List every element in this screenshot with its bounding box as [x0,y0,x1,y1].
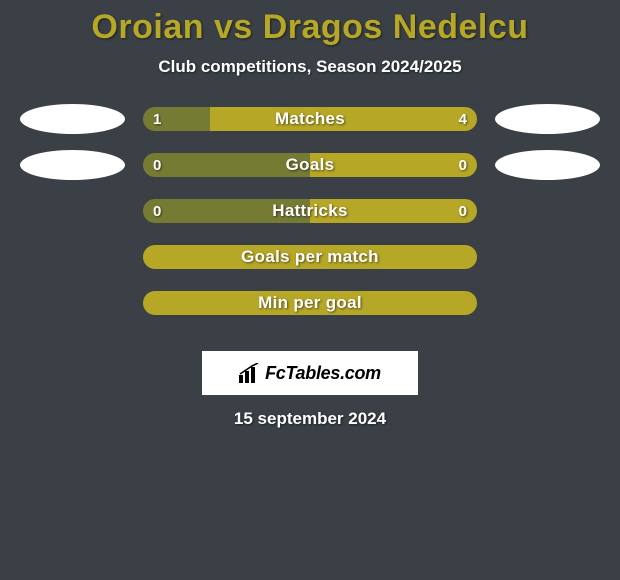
stat-bar: Hattricks0 0 [143,199,477,223]
stat-label: Hattricks [143,199,477,223]
stat-label: Min per goal [143,291,477,315]
stat-value-left: 0 [153,153,161,177]
stat-value-left: 0 [153,199,161,223]
stat-value-right: 4 [459,107,467,131]
left-oval-spacer [20,196,125,226]
fctables-logo[interactable]: FcTables.com [202,351,418,395]
left-oval [20,104,125,134]
infographic-container: Oroian vs Dragos Nedelcu Club competitio… [0,0,620,429]
bars-icon [239,363,261,383]
left-oval-spacer [20,288,125,318]
subtitle: Club competitions, Season 2024/2025 [0,57,620,77]
left-oval [20,150,125,180]
date-text: 15 september 2024 [0,409,620,429]
stat-row: Goals per match [20,245,600,269]
stat-value-right: 0 [459,199,467,223]
stat-bar: Matches1 4 [143,107,477,131]
stat-label: Goals per match [143,245,477,269]
page-title: Oroian vs Dragos Nedelcu [0,8,620,47]
stats-block: Matches14Goals00Hattricks00Goals per mat… [0,107,620,337]
stat-row: Goals0 0 [20,153,600,177]
logo-text: FcTables.com [265,363,381,384]
stat-row: Matches1 4 [20,107,600,131]
stat-row: Hattricks0 0 [20,199,600,223]
stat-value-right: 0 [459,153,467,177]
stat-bar: Goals0 0 [143,153,477,177]
right-oval [495,104,600,134]
left-oval-spacer [20,242,125,272]
right-oval-spacer [495,196,600,226]
right-oval-spacer [495,242,600,272]
stat-row: Min per goal [20,291,600,315]
right-oval-spacer [495,288,600,318]
stat-bar: Goals per match [143,245,477,269]
stat-label: Matches [143,107,477,131]
stat-bar: Min per goal [143,291,477,315]
right-oval [495,150,600,180]
stat-label: Goals [143,153,477,177]
stat-value-left: 1 [153,107,161,131]
